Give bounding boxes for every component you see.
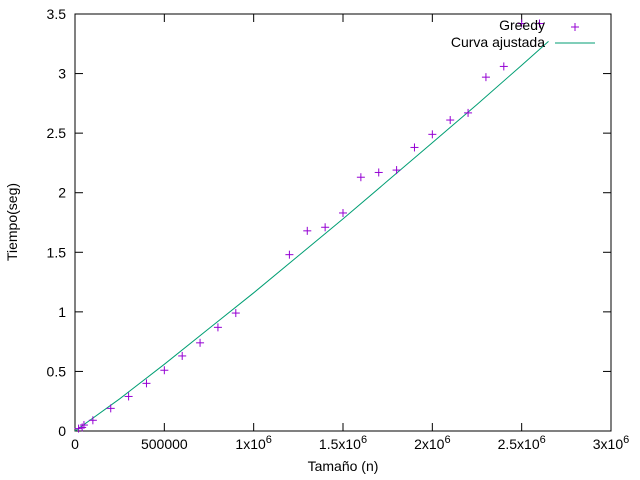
data-point-greedy [517, 19, 526, 28]
y-tick-label: 0.5 [47, 363, 67, 379]
data-point-greedy [392, 166, 401, 175]
data-point-greedy [74, 424, 83, 433]
data-point-greedy [321, 223, 330, 232]
x-tick-label-base: 0 [71, 436, 79, 452]
x-tick-label-base: 2.5x10 [498, 436, 540, 452]
data-point-greedy [410, 143, 419, 152]
data-point-greedy [339, 208, 347, 217]
data-point-greedy [446, 116, 455, 125]
data-point-greedy [124, 392, 133, 401]
x-tick-label-exponent: 6 [361, 434, 367, 446]
y-tick-labels: 0 0.5 1 1.5 2 2.5 3 3.5 [47, 6, 67, 439]
legend: Greedy Curva ajustada [451, 17, 595, 50]
x-tick-label-exponent: 6 [540, 434, 546, 446]
x-tick-label: 3x106 [593, 434, 629, 452]
x-tick-label-exponent: 6 [444, 434, 450, 446]
data-point-greedy [356, 173, 365, 182]
x-tick-label: 500000 [141, 436, 188, 452]
data-point-greedy [213, 323, 222, 332]
x-tick-label: 2.5x106 [498, 434, 546, 452]
series-layer [74, 19, 549, 433]
legend-label-fit: Curva ajustada [451, 34, 545, 50]
plot-frame [74, 13, 612, 432]
legend-label-greedy: Greedy [499, 17, 545, 33]
data-point-greedy [178, 351, 187, 360]
data-point-greedy [160, 366, 169, 375]
data-point-greedy [231, 309, 240, 318]
data-point-greedy [303, 226, 312, 235]
y-tick-label: 2 [58, 185, 66, 201]
x-tick-label: 1.5x106 [319, 434, 367, 452]
data-point-greedy [79, 421, 88, 430]
legend-marker-greedy [571, 23, 579, 31]
data-point-greedy [88, 416, 97, 425]
data-point-greedy [106, 404, 115, 413]
x-tick-label-base: 3x10 [593, 436, 624, 452]
data-point-greedy [535, 19, 544, 28]
x-axis-title: Tamaño (n) [308, 458, 379, 474]
y-tick-label: 3.5 [47, 6, 67, 22]
data-point-greedy [285, 250, 294, 259]
x-tick-label-base: 2x10 [414, 436, 445, 452]
axis-ticks [74, 13, 612, 432]
x-tick-label-base: 1.5x10 [319, 436, 361, 452]
legend-plus-marker [571, 23, 579, 31]
x-tick-label: 0 [71, 436, 79, 452]
data-point-greedy [481, 73, 490, 82]
data-point-greedy [428, 130, 437, 139]
x-tick-label-exponent: 6 [623, 434, 629, 446]
data-point-greedy [374, 168, 383, 177]
x-tick-label: 2x106 [414, 434, 450, 452]
series-line-curva-ajustada [74, 41, 549, 432]
data-point-greedy [196, 338, 205, 347]
y-tick-label: 1 [58, 304, 66, 320]
y-axis-title: Tiempo(seg) [4, 183, 20, 261]
data-point-greedy [142, 379, 151, 388]
y-tick-label: 0 [58, 423, 66, 439]
x-tick-label-exponent: 6 [266, 434, 272, 446]
data-point-greedy [464, 108, 473, 117]
y-tick-label: 3 [58, 66, 66, 82]
y-tick-label: 2.5 [47, 125, 67, 141]
y-tick-label: 1.5 [47, 244, 67, 260]
x-tick-labels: 0 500000 1x106 1.5x106 2x106 2.5x106 3x106 [71, 434, 629, 452]
x-tick-label-base: 500000 [141, 436, 188, 452]
x-tick-label-base: 1x10 [235, 436, 266, 452]
x-tick-label: 1x106 [235, 434, 271, 452]
data-point-greedy [499, 62, 508, 71]
